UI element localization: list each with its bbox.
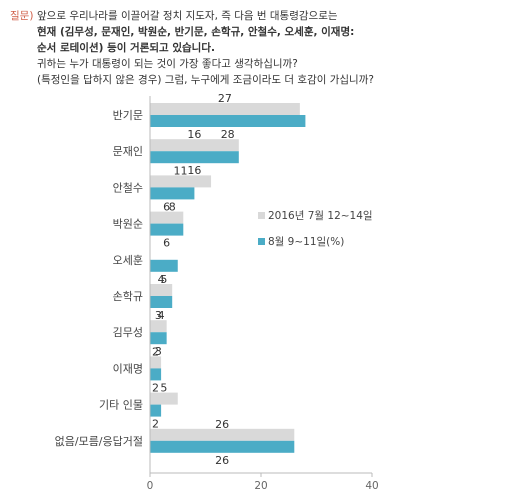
- category-label: 손학규: [113, 290, 143, 303]
- category-label: 안철수: [113, 181, 143, 194]
- bar: [150, 139, 239, 152]
- question-text: 앞으로 우리나라를 이끌어갈 정치 지도자, 즉 다음 번 대통령감으로는 현재…: [37, 8, 510, 88]
- category-label: 기타 인물: [99, 399, 143, 412]
- category-label: 오세훈: [113, 254, 143, 267]
- bar: [150, 368, 162, 381]
- question-line-4: 귀하는 누가 대통령이 되는 것이 가장 좋다고 생각하십니까?: [37, 58, 298, 70]
- data-label: 5: [160, 273, 167, 286]
- data-label: 2: [152, 381, 159, 394]
- bar: [150, 175, 212, 188]
- data-label: 4: [158, 309, 165, 322]
- category-label: 없음/모름/응답거절: [55, 435, 143, 448]
- bar: [150, 284, 173, 296]
- data-label: 6: [163, 201, 170, 214]
- data-label: 2: [152, 418, 159, 431]
- data-label: 26: [215, 418, 229, 431]
- data-label: 28: [221, 128, 235, 141]
- bar: [150, 115, 306, 127]
- legend-swatch: [258, 238, 265, 245]
- x-tick-label: 20: [254, 480, 267, 492]
- question-line-5: (특정인을 답하지 않은 경우) 그럼, 누구에게 조금이라도 더 호감이 가십…: [37, 74, 374, 86]
- survey-question: 질문) 앞으로 우리나라를 이끌어갈 정치 지도자, 즉 다음 번 대통령감으로…: [10, 8, 510, 88]
- bar: [150, 392, 178, 405]
- bar: [150, 332, 167, 345]
- legend-swatch: [258, 212, 265, 219]
- data-label: 6: [163, 237, 170, 250]
- bar: [150, 211, 184, 224]
- x-tick-label: 0: [147, 480, 154, 492]
- bar: [150, 259, 178, 272]
- data-label: 26: [215, 454, 229, 467]
- bar: [150, 428, 295, 441]
- bar: [150, 440, 295, 453]
- category-label: 박원순: [113, 218, 143, 231]
- bar: [150, 223, 184, 236]
- data-label: 27: [218, 92, 232, 105]
- question-line-1: 앞으로 우리나라를 이끌어갈 정치 지도자, 즉 다음 번 대통령감으로는: [37, 10, 338, 22]
- data-label: 2: [152, 345, 159, 358]
- bar: [150, 320, 167, 333]
- bar: [150, 404, 162, 417]
- data-label: 11: [174, 164, 188, 177]
- bar: [150, 103, 300, 115]
- data-label: 16: [187, 128, 201, 141]
- data-label: 16: [187, 164, 201, 177]
- legend-label: 8월 9~11일(%): [268, 235, 344, 248]
- question-line-2: 현재 (김무성, 문재인, 박원순, 반기문, 손학규, 안철수, 오세훈, 이…: [37, 26, 355, 38]
- bar: [150, 296, 173, 308]
- data-label: 3: [155, 309, 162, 322]
- category-label: 김무성: [113, 326, 143, 339]
- data-label: 5: [160, 382, 167, 395]
- category-label: 이재명: [113, 362, 143, 375]
- category-label: 문재인: [113, 145, 143, 158]
- legend-label: 2016년 7월 12~14일: [268, 209, 373, 222]
- bar: [150, 151, 239, 164]
- x-tick-label: 40: [365, 480, 378, 492]
- question-tag: 질문): [10, 10, 34, 22]
- question-line-3: 순서 로테이션) 등이 거론되고 있습니다.: [37, 42, 215, 54]
- bar: [150, 356, 162, 369]
- category-label: 반기문: [113, 109, 143, 122]
- bar: [150, 187, 195, 200]
- data-label: 4: [158, 273, 165, 286]
- data-label: 3: [155, 345, 162, 358]
- data-label: 8: [169, 200, 176, 213]
